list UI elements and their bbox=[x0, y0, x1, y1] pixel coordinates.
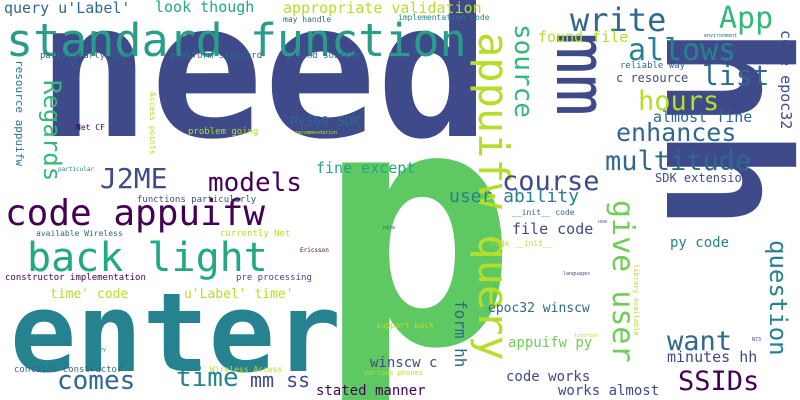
word: functions particularly bbox=[137, 195, 257, 205]
word: may handle bbox=[283, 15, 332, 24]
word: comes bbox=[57, 366, 136, 396]
word: languages bbox=[563, 271, 591, 277]
word: found file bbox=[538, 28, 629, 46]
word: want bbox=[667, 326, 733, 357]
word: course bbox=[502, 166, 600, 197]
word: currently Net bbox=[220, 229, 291, 239]
word: code __init__ bbox=[490, 239, 553, 248]
word: multitude bbox=[605, 146, 752, 177]
word: support back bbox=[376, 321, 434, 330]
word: Sony bbox=[94, 347, 107, 353]
word: look though bbox=[155, 0, 255, 16]
word: mm ss bbox=[250, 368, 311, 392]
word: PyS60 SDK bbox=[290, 115, 361, 130]
word: Net CF bbox=[76, 123, 105, 132]
word: constructor implementation bbox=[5, 273, 146, 283]
word: App bbox=[719, 1, 774, 36]
word: J2ME bbox=[100, 162, 168, 195]
word: Access points bbox=[148, 92, 157, 155]
word: fine except bbox=[316, 159, 416, 177]
word: enter bbox=[10, 269, 342, 397]
word: find sources bbox=[296, 51, 362, 61]
word: hours bbox=[638, 86, 720, 117]
word: available Wireless bbox=[36, 229, 123, 238]
word: various phones bbox=[364, 369, 424, 377]
word: p bbox=[318, 37, 517, 400]
word: query u'Label' bbox=[4, 0, 131, 17]
word: almost fine bbox=[653, 108, 753, 126]
word: SDK extension bbox=[655, 171, 749, 185]
word: c resource bbox=[616, 71, 689, 85]
word: time' code bbox=[50, 287, 129, 302]
word: contains constructor bbox=[14, 365, 123, 375]
word: problem going bbox=[188, 127, 259, 137]
word: code appuifw bbox=[5, 193, 266, 234]
word: appropriate validation bbox=[283, 0, 482, 17]
word: platform standard bbox=[170, 51, 263, 61]
word: resource appuifw bbox=[13, 60, 26, 166]
word: allows bbox=[628, 33, 737, 68]
word: need bbox=[37, 0, 490, 181]
word: recommendation bbox=[295, 130, 338, 136]
word: nice bbox=[383, 225, 396, 231]
word: form hh bbox=[451, 300, 470, 368]
word: use bbox=[598, 219, 608, 225]
word: particular bbox=[58, 166, 95, 173]
word: winscw c bbox=[370, 355, 438, 371]
word: implementation code bbox=[398, 13, 490, 22]
word: write bbox=[570, 1, 667, 39]
word: u'Label' time' bbox=[184, 287, 294, 302]
word: source bbox=[508, 24, 538, 118]
word: environment bbox=[704, 33, 738, 39]
word: back light bbox=[27, 235, 268, 281]
word: Ericsson bbox=[300, 247, 329, 254]
word: question bbox=[764, 240, 792, 356]
word: user ability bbox=[449, 186, 580, 207]
word: N73 bbox=[752, 337, 762, 343]
word: models bbox=[208, 168, 302, 198]
word: standard function bbox=[6, 14, 467, 67]
word: SSIDs bbox=[678, 366, 760, 397]
word: minutes hh bbox=[667, 348, 758, 366]
word: time bbox=[176, 363, 239, 393]
word: library available bbox=[632, 264, 640, 336]
word: works almost bbox=[558, 383, 660, 399]
word: epoc32 winscw bbox=[488, 301, 590, 316]
word: reliable way bbox=[620, 61, 686, 71]
word: tutorial bbox=[574, 333, 599, 339]
word: file code bbox=[512, 220, 594, 238]
word: enhances bbox=[616, 118, 737, 147]
word: stated manner bbox=[316, 383, 426, 399]
word: list bbox=[702, 59, 770, 92]
word: particularly code bbox=[40, 51, 133, 61]
word: Wireless Access bbox=[210, 365, 283, 374]
word: code epoc32 bbox=[777, 30, 795, 130]
word: code works bbox=[506, 369, 591, 385]
word: appuifw py bbox=[508, 335, 593, 351]
word: py code bbox=[670, 235, 730, 251]
word: __init__ code bbox=[512, 208, 575, 217]
word: pre processing bbox=[236, 273, 312, 283]
